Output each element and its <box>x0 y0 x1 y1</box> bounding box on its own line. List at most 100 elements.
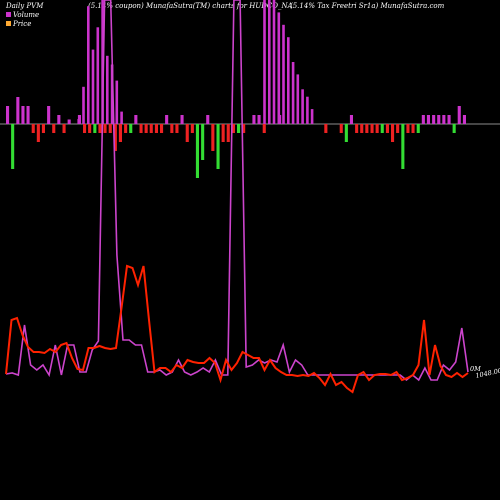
change-bar <box>237 124 241 133</box>
change-bar <box>165 115 169 124</box>
change-bar <box>360 124 364 133</box>
change-bar <box>57 115 61 124</box>
change-bar <box>83 124 87 133</box>
change-bar <box>437 115 441 124</box>
change-bar <box>416 124 420 133</box>
volume-bar <box>277 12 281 124</box>
legend-price-swatch <box>6 21 11 26</box>
change-bar <box>180 115 184 124</box>
change-bar <box>98 124 102 133</box>
change-bar <box>257 115 261 124</box>
change-bar <box>421 115 425 124</box>
change-bar <box>391 124 395 142</box>
change-bar <box>401 124 405 169</box>
change-bar <box>41 124 45 133</box>
change-bar <box>201 124 205 160</box>
change-bar <box>103 124 107 133</box>
header-left: Daily PVM <box>5 2 44 10</box>
change-bar <box>457 106 461 124</box>
volume-bar <box>301 89 304 124</box>
volume-bar <box>82 86 85 124</box>
change-bar <box>144 124 148 133</box>
change-bar <box>278 115 282 124</box>
change-bar <box>406 124 410 133</box>
volume-bar <box>120 111 123 124</box>
change-bar <box>226 124 230 142</box>
change-bar <box>134 115 138 124</box>
price-line <box>5 264 469 394</box>
change-bar <box>447 115 451 124</box>
change-bar <box>462 115 466 124</box>
volume-line <box>5 0 469 382</box>
change-bar <box>11 124 15 169</box>
volume-bar <box>110 64 114 124</box>
change-bar <box>324 124 328 133</box>
change-bar <box>62 124 66 133</box>
change-bar <box>216 124 220 169</box>
change-bar <box>349 115 353 124</box>
change-bar <box>426 115 430 124</box>
change-bar <box>396 124 400 133</box>
change-bar <box>206 115 210 124</box>
change-bar <box>365 124 369 133</box>
change-bar <box>124 124 128 133</box>
change-bar <box>93 124 97 133</box>
change-bar <box>252 115 256 124</box>
change-bar <box>221 124 225 142</box>
volume-bar <box>115 80 119 124</box>
change-bar <box>370 124 374 133</box>
change-bar <box>262 124 266 133</box>
header-center: (5.14% coupon) MunafaSutra(TM) charts fo… <box>88 2 293 10</box>
volume-bar <box>291 62 295 124</box>
volume-bar <box>282 24 285 124</box>
volume-value-label: 0M <box>470 365 481 373</box>
change-bar <box>375 124 379 133</box>
change-bar <box>47 106 51 124</box>
change-bar <box>113 124 117 151</box>
change-bar <box>6 106 10 124</box>
change-bar <box>31 124 35 133</box>
change-bar <box>452 124 456 133</box>
change-bar <box>88 124 92 133</box>
volume-bar <box>310 109 314 124</box>
change-bar <box>190 124 194 133</box>
volume-bar <box>106 55 109 124</box>
volume-bar <box>268 0 271 124</box>
change-bar <box>108 124 112 133</box>
change-bar <box>21 106 25 124</box>
change-bar <box>175 124 179 133</box>
change-bar <box>77 115 81 124</box>
change-bar <box>380 124 384 133</box>
change-bar <box>231 124 235 133</box>
volume-bar <box>96 27 100 124</box>
legend-volume-label: Volume <box>13 11 39 19</box>
change-bar <box>170 124 174 133</box>
change-bar <box>36 124 40 142</box>
volume-bar <box>87 6 90 125</box>
change-bar <box>160 124 164 133</box>
change-bar <box>149 124 153 133</box>
change-bar <box>344 124 348 142</box>
change-bar <box>432 115 436 124</box>
volume-bar <box>272 0 276 124</box>
volume-bar <box>263 0 266 124</box>
volume-bars <box>77 0 314 125</box>
change-bar <box>139 124 143 133</box>
change-bar <box>195 124 199 178</box>
volume-bar <box>296 74 300 124</box>
change-bar <box>16 97 20 124</box>
change-bar <box>355 124 359 133</box>
change-bar <box>154 124 158 133</box>
change-bar <box>242 124 246 133</box>
legend-price-label: Price <box>12 20 31 28</box>
change-bar <box>26 106 30 124</box>
legend-volume-swatch <box>6 12 11 17</box>
change-bar <box>185 124 189 142</box>
change-bars <box>6 97 466 178</box>
volume-bar <box>306 96 309 124</box>
volume-bar <box>101 0 104 124</box>
change-bar <box>339 124 343 133</box>
change-bar <box>385 124 389 133</box>
